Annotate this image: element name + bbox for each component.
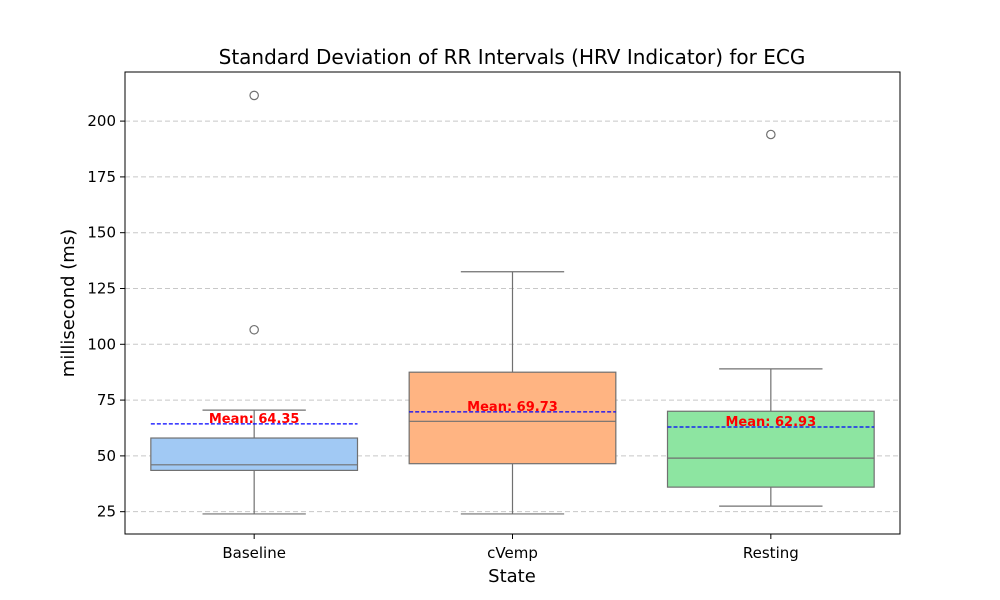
x-tick-label: Baseline	[222, 544, 286, 562]
x-axis-ticks: Baseline cVemp Resting	[222, 534, 799, 562]
y-tick-label: 150	[87, 224, 116, 242]
outlier-point	[766, 129, 776, 140]
box-cvemp: Mean: 69.73	[408, 271, 617, 515]
x-axis-label: State	[488, 566, 536, 587]
chart-title: Standard Deviation of RR Intervals (HRV …	[219, 45, 806, 69]
y-axis-label: millisecond (ms)	[58, 229, 79, 377]
outlier-point	[249, 90, 259, 101]
y-tick-label: 100	[87, 335, 116, 353]
box-baseline: Mean: 64.35	[150, 90, 359, 515]
box-group: Mean: 64.35 Mean: 69.73 Mean: 62.93	[150, 90, 875, 515]
y-axis-ticks: 25 50 75 100 125 150 175 200	[87, 112, 125, 521]
y-tick-label: 25	[97, 503, 116, 521]
y-tick-label: 125	[87, 279, 116, 297]
x-tick-label: cVemp	[487, 544, 538, 562]
box-iqr	[150, 437, 359, 471]
mean-label: Mean: 62.93	[726, 415, 817, 430]
outlier-point	[249, 324, 259, 335]
box-resting: Mean: 62.93	[666, 129, 875, 507]
box-iqr	[666, 410, 875, 488]
mean-label: Mean: 69.73	[467, 400, 558, 415]
y-tick-label: 50	[97, 447, 116, 465]
box-iqr	[408, 371, 617, 465]
mean-label: Mean: 64.35	[209, 412, 300, 427]
y-tick-label: 200	[87, 112, 116, 130]
x-tick-label: Resting	[743, 544, 799, 562]
y-tick-label: 175	[87, 168, 116, 186]
y-tick-label: 75	[97, 391, 116, 409]
